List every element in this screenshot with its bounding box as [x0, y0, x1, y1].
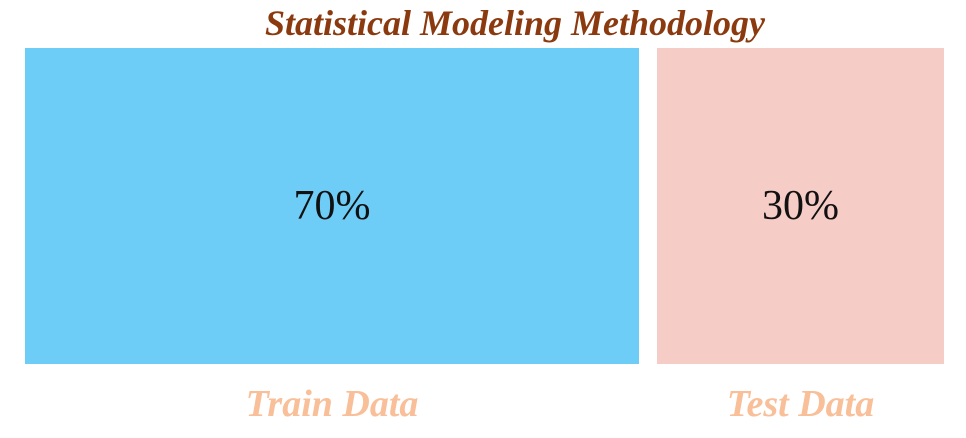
train-data-block: 70%: [25, 48, 639, 364]
train-percent: 70%: [293, 183, 371, 229]
diagram-title: Statistical Modeling Methodology: [264, 3, 766, 43]
train-data-label: Train Data: [245, 383, 419, 425]
test-data-label: Test Data: [726, 383, 875, 425]
data-split-bar: 70% 30%: [25, 48, 944, 364]
test-percent: 30%: [762, 183, 839, 229]
test-data-block: 30%: [657, 48, 944, 364]
